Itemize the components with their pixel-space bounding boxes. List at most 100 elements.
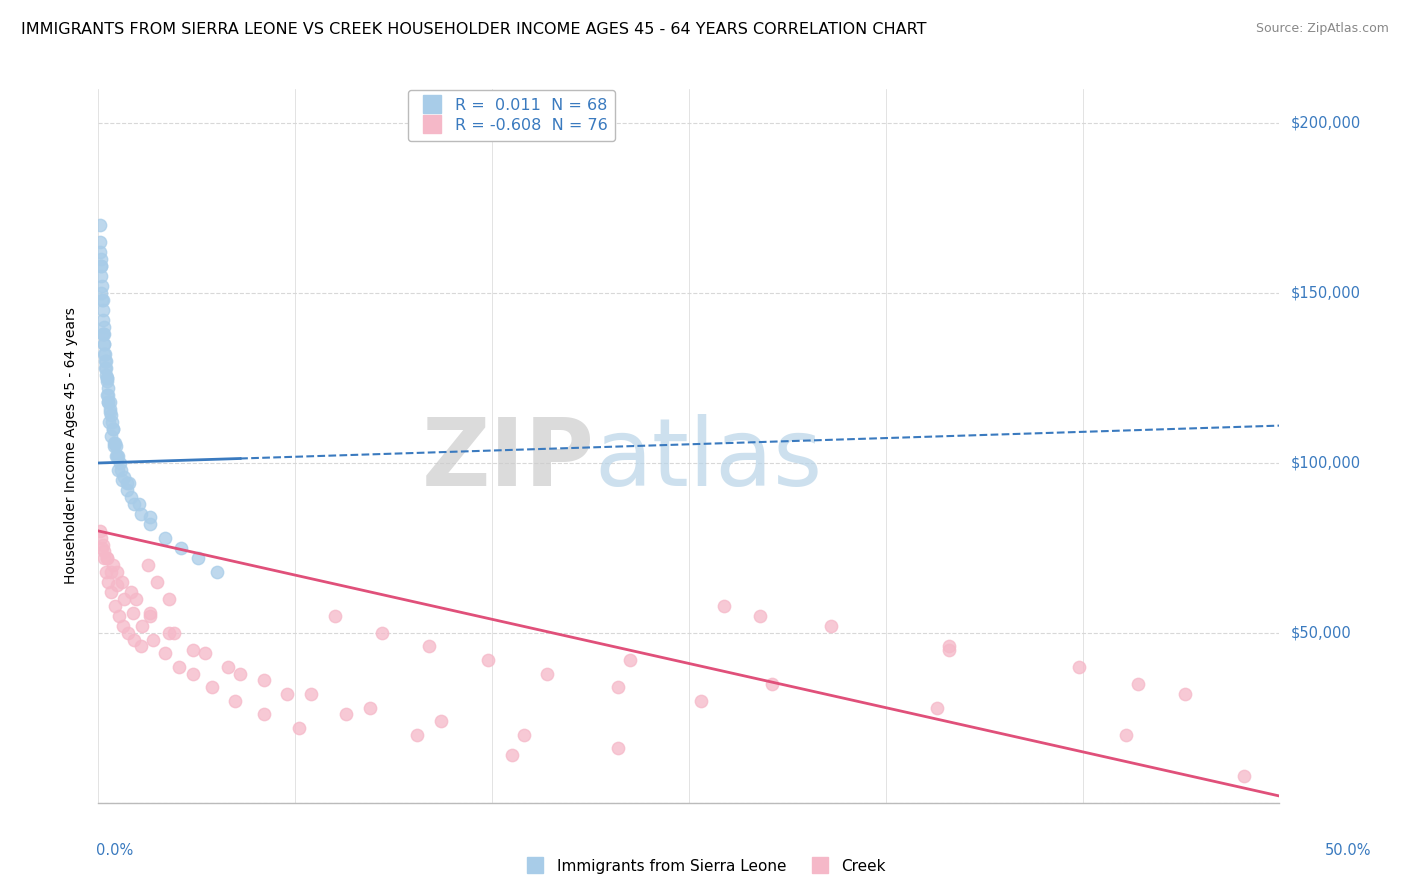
Point (121, 585, 143, 599)
Point (122, 497, 145, 511)
Point (187, 551, 209, 566)
Point (335, 707, 357, 722)
Point (96, 375, 118, 389)
Point (117, 626, 139, 640)
Legend: R =  0.011  N = 68, R = -0.608  N = 76: R = 0.011 N = 68, R = -0.608 N = 76 (408, 90, 616, 141)
Point (201, 680, 224, 694)
Point (96, 551, 118, 566)
Point (157, 626, 180, 640)
Point (97, 394, 120, 409)
Point (93, 320, 115, 334)
Point (100, 429, 122, 443)
Point (323, 608, 346, 623)
Point (101, 422, 124, 436)
Text: $200,000: $200,000 (1291, 116, 1361, 131)
Point (112, 469, 135, 483)
Point (1067, 660, 1090, 674)
Point (112, 619, 135, 633)
Point (104, 435, 127, 450)
Point (713, 599, 735, 613)
Point (181, 643, 204, 657)
Point (142, 632, 165, 647)
Point (418, 640, 440, 654)
Point (94, 347, 117, 361)
Point (224, 694, 246, 708)
Point (194, 646, 217, 660)
Point (97, 574, 120, 589)
Point (93, 326, 115, 341)
Point (276, 687, 298, 701)
Point (89, 245, 111, 260)
Point (115, 483, 138, 498)
Point (91, 326, 114, 341)
Point (96, 551, 118, 566)
Point (94, 565, 117, 579)
Point (89, 235, 111, 249)
Point (163, 626, 186, 640)
Point (253, 673, 276, 688)
Point (115, 476, 138, 491)
Point (406, 728, 429, 742)
Text: atlas: atlas (595, 414, 823, 507)
Point (371, 626, 394, 640)
Point (512, 728, 534, 742)
Point (181, 666, 204, 681)
Point (501, 748, 523, 763)
Point (97, 388, 120, 402)
Point (1174, 687, 1197, 701)
Point (97, 394, 120, 409)
Point (153, 646, 176, 660)
Point (167, 660, 190, 674)
Point (91, 303, 114, 318)
Point (131, 619, 153, 633)
Point (1126, 677, 1149, 691)
Point (139, 606, 162, 620)
Point (1233, 769, 1256, 783)
Point (90, 286, 112, 301)
Point (100, 585, 122, 599)
Point (89, 524, 111, 538)
Point (98, 401, 121, 416)
Point (105, 439, 128, 453)
Point (93, 347, 115, 361)
Point (107, 449, 129, 463)
Point (607, 741, 630, 756)
Point (430, 714, 453, 729)
Point (90, 269, 112, 284)
Text: Source: ZipAtlas.com: Source: ZipAtlas.com (1256, 22, 1389, 36)
Point (121, 490, 143, 504)
Point (91, 537, 114, 551)
Point (101, 558, 124, 572)
Point (91, 293, 114, 307)
Point (122, 632, 145, 647)
Point (299, 687, 322, 701)
Point (139, 517, 162, 532)
Point (90, 259, 112, 273)
Text: $150,000: $150,000 (1291, 285, 1361, 301)
Point (359, 700, 381, 714)
Point (104, 599, 127, 613)
Point (110, 463, 132, 477)
Point (105, 449, 128, 463)
Point (536, 666, 558, 681)
Point (108, 608, 131, 623)
Text: 50.0%: 50.0% (1324, 843, 1371, 858)
Point (96, 388, 118, 402)
Point (129, 507, 152, 521)
Text: 0.0%: 0.0% (96, 843, 132, 858)
Point (136, 558, 159, 572)
Point (607, 680, 630, 694)
Point (91, 541, 114, 555)
Point (98, 405, 121, 419)
Point (761, 677, 783, 691)
Text: $50,000: $50,000 (1291, 625, 1351, 640)
Legend: Immigrants from Sierra Leone, Creek: Immigrants from Sierra Leone, Creek (515, 853, 891, 880)
Point (139, 510, 162, 524)
Point (100, 565, 122, 579)
Point (107, 463, 129, 477)
Point (105, 449, 128, 463)
Point (90, 252, 112, 266)
Text: IMMIGRANTS FROM SIERRA LEONE VS CREEK HOUSEHOLDER INCOME AGES 45 - 64 YEARS CORR: IMMIGRANTS FROM SIERRA LEONE VS CREEK HO… (21, 22, 927, 37)
Point (938, 643, 960, 657)
Point (170, 541, 193, 555)
